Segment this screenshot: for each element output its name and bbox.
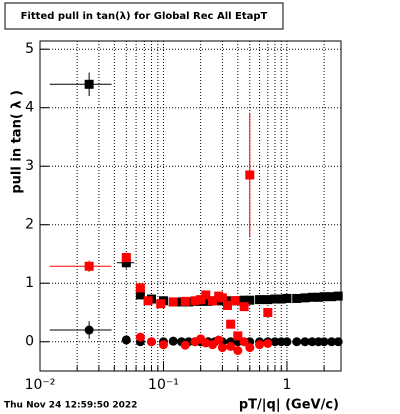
- square-marker: [263, 307, 273, 317]
- circle-marker: [239, 337, 249, 347]
- circle-marker: [307, 337, 317, 347]
- y-axis-label: pull in tan( λ ): [10, 90, 25, 194]
- circle-marker: [168, 336, 178, 346]
- square-marker: [201, 290, 211, 300]
- square-marker: [121, 252, 131, 262]
- square-marker: [239, 295, 249, 305]
- y-tick-label: 2: [25, 217, 34, 233]
- chart-title: Fitted pull in tan(λ) for Global Rec All…: [21, 11, 268, 22]
- square-marker: [245, 295, 255, 305]
- square-marker: [239, 302, 249, 312]
- square-marker: [282, 293, 292, 303]
- square-marker: [263, 295, 273, 305]
- x-tick-label: 10⁻¹: [148, 377, 179, 393]
- square-marker: [156, 299, 166, 309]
- circle-marker: [292, 337, 302, 347]
- circle-marker: [147, 337, 157, 347]
- square-marker: [226, 319, 236, 329]
- square-marker: [327, 292, 337, 302]
- circle-marker: [327, 337, 337, 347]
- circle-marker: [135, 332, 145, 342]
- circle-marker: [226, 341, 236, 351]
- square-marker: [84, 79, 94, 89]
- footer-date: Thu Nov 24 12:59:50 2022: [4, 401, 137, 411]
- circle-marker: [300, 337, 310, 347]
- circle-marker: [84, 325, 94, 335]
- x-axis-label: pT/|q| (GeV/c): [239, 398, 339, 413]
- title-box: [4, 2, 284, 30]
- square-marker: [270, 294, 280, 304]
- circle-marker: [121, 335, 131, 345]
- x-tick-label: 10⁻²: [25, 377, 56, 393]
- plot-frame: [39, 40, 342, 372]
- square-marker: [208, 296, 218, 306]
- circle-marker: [333, 337, 343, 347]
- circle-marker: [270, 337, 280, 347]
- square-marker: [230, 296, 240, 306]
- square-marker: [180, 296, 190, 306]
- square-marker: [84, 261, 94, 271]
- square-marker: [190, 296, 200, 306]
- square-marker: [292, 293, 302, 303]
- circle-marker: [282, 337, 292, 347]
- square-marker: [255, 295, 265, 305]
- square-marker: [222, 300, 232, 310]
- circle-marker: [201, 338, 211, 348]
- square-marker: [319, 292, 329, 302]
- square-marker: [276, 294, 286, 304]
- circle-marker: [255, 340, 265, 350]
- square-marker: [168, 297, 178, 307]
- circle-marker: [233, 346, 243, 356]
- circle-marker: [319, 337, 329, 347]
- circle-marker: [158, 340, 168, 350]
- circle-marker: [263, 339, 273, 348]
- circle-marker: [208, 340, 218, 350]
- square-marker: [135, 290, 145, 300]
- square-marker: [217, 293, 227, 303]
- square-marker: [143, 296, 153, 306]
- x-tick-label: 1: [282, 377, 291, 393]
- circle-marker: [180, 340, 190, 350]
- y-tick-label: 0: [25, 334, 34, 350]
- square-marker: [196, 295, 206, 305]
- square-marker: [135, 283, 145, 293]
- square-marker: [307, 292, 317, 302]
- y-tick-label: 1: [25, 275, 34, 291]
- square-marker: [300, 293, 310, 303]
- circle-marker: [214, 335, 224, 345]
- circle-marker: [217, 343, 227, 353]
- y-tick-label: 4: [25, 100, 34, 116]
- y-tick-label: 5: [25, 41, 34, 57]
- square-marker: [245, 170, 255, 180]
- circle-marker: [245, 343, 255, 353]
- square-marker: [333, 291, 343, 301]
- square-marker: [121, 258, 131, 268]
- y-tick-label: 3: [25, 158, 34, 174]
- square-marker: [233, 331, 243, 341]
- square-marker: [313, 292, 323, 302]
